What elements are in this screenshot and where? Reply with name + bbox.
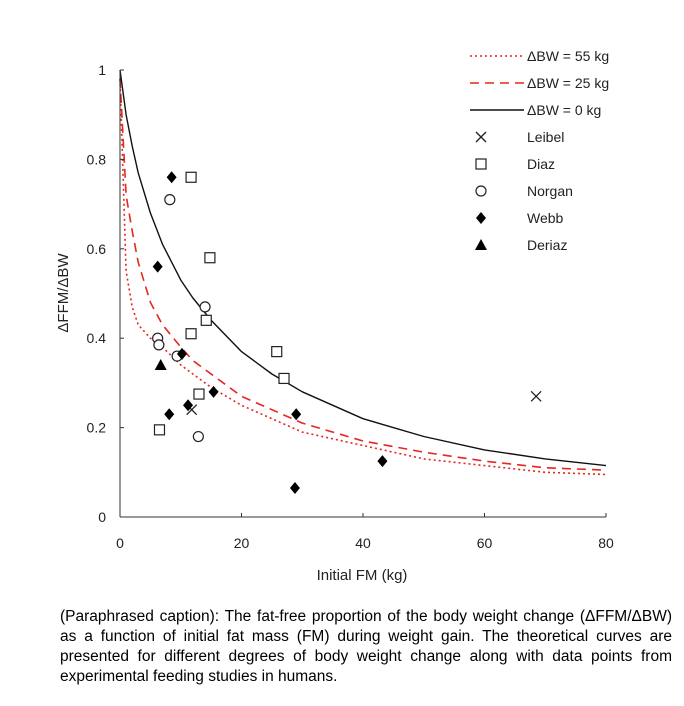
- data-point-webb: [176, 347, 187, 360]
- triangle-shape: [154, 359, 167, 371]
- data-point-norgan: [192, 430, 204, 443]
- circle-shape: [199, 301, 211, 313]
- diamond-shape: [289, 481, 300, 494]
- data-point-webb: [377, 455, 388, 468]
- circle-shape: [192, 430, 204, 443]
- series-line-0: [119, 78, 607, 476]
- data-point-diaz: [153, 424, 166, 436]
- legend: ΔBW = 55 kg ΔBW = 25 kg ΔBW = 0 kg Leibel Di…: [470, 48, 609, 253]
- data-point-deriaz: [154, 359, 167, 371]
- y-tick-label: 0.2: [87, 420, 107, 436]
- triangle-shape: [475, 239, 487, 250]
- x-tick-label: 20: [234, 535, 250, 551]
- y-tick-label: 1: [98, 62, 106, 78]
- square-shape: [193, 388, 205, 400]
- square-shape: [475, 158, 487, 170]
- data-point-diaz: [200, 314, 212, 326]
- legend-marker-deriaz: [475, 239, 487, 250]
- legend-label: Diaz: [527, 156, 555, 172]
- circle-shape: [475, 185, 487, 197]
- square-shape: [185, 328, 197, 340]
- diamond-shape: [377, 455, 388, 468]
- y-tick-label: 0: [98, 509, 106, 525]
- diamond-shape: [166, 171, 177, 184]
- data-point-norgan: [164, 194, 176, 206]
- data-point-webb: [152, 260, 163, 273]
- legend-marker-diaz: [475, 158, 487, 170]
- data-point-diaz: [185, 328, 197, 340]
- y-tick-label: 0.8: [87, 151, 107, 167]
- data-point-norgan: [199, 301, 211, 313]
- data-point-diaz: [193, 388, 205, 400]
- data-point-diaz: [204, 252, 216, 264]
- legend-label: Webb: [527, 210, 564, 226]
- diamond-shape: [476, 212, 486, 224]
- legend-marker-norgan: [475, 185, 487, 197]
- data-point-webb: [164, 408, 175, 421]
- diamond-shape: [291, 408, 302, 421]
- diamond-shape: [152, 260, 163, 273]
- diamond-shape: [164, 408, 175, 421]
- data-point-norgan: [153, 339, 165, 351]
- y-tick-label: 0.6: [87, 241, 107, 257]
- legend-label: ΔBW = 55 kg: [527, 48, 609, 64]
- circle-shape: [164, 194, 176, 206]
- legend-label: Deriaz: [527, 237, 567, 253]
- data-point-webb: [291, 408, 302, 421]
- diamond-shape: [183, 399, 194, 412]
- series-line-1: [119, 78, 607, 471]
- y-tick-label: 0.4: [87, 330, 107, 346]
- x-stroke: [475, 131, 487, 143]
- data-point-webb: [208, 385, 219, 398]
- legend-label: Norgan: [527, 183, 573, 199]
- data-point-leibel: [530, 390, 542, 402]
- data-point-diaz: [271, 346, 283, 358]
- x-tick-label: 80: [598, 535, 614, 551]
- square-shape: [153, 424, 166, 436]
- x-tick-label: 60: [477, 535, 493, 551]
- y-axis-title: ΔFFM/ΔBW: [55, 253, 72, 333]
- data-point-webb: [183, 399, 194, 412]
- legend-marker-leibel: [475, 131, 487, 143]
- plot-area: [119, 69, 607, 494]
- x-tick-label: 0: [116, 535, 124, 551]
- square-shape: [200, 314, 212, 326]
- data-point-webb: [289, 481, 300, 494]
- legend-marker-webb: [476, 212, 486, 224]
- legend-label: ΔBW = 0 kg: [527, 102, 601, 118]
- data-point-webb: [166, 171, 177, 184]
- circle-shape: [153, 339, 165, 351]
- square-shape: [185, 171, 197, 183]
- figure-caption: (Paraphrased caption): The fat-free prop…: [60, 608, 672, 685]
- legend-label: Leibel: [527, 129, 564, 145]
- legend-label: ΔBW = 25 kg: [527, 75, 609, 91]
- square-shape: [271, 346, 283, 358]
- square-shape: [278, 372, 290, 385]
- data-point-diaz: [278, 372, 290, 385]
- diamond-shape: [208, 385, 219, 398]
- x-stroke: [530, 390, 542, 402]
- diamond-shape: [176, 347, 187, 360]
- square-shape: [204, 252, 216, 264]
- x-stroke: [186, 404, 198, 416]
- x-axis-title: Initial FM (kg): [317, 567, 408, 584]
- axes: 0 20 40 60 80 0 0.2 0.4 0.6 0.8 1: [87, 62, 614, 551]
- x-tick-label: 40: [355, 535, 371, 551]
- data-point-diaz: [185, 171, 197, 183]
